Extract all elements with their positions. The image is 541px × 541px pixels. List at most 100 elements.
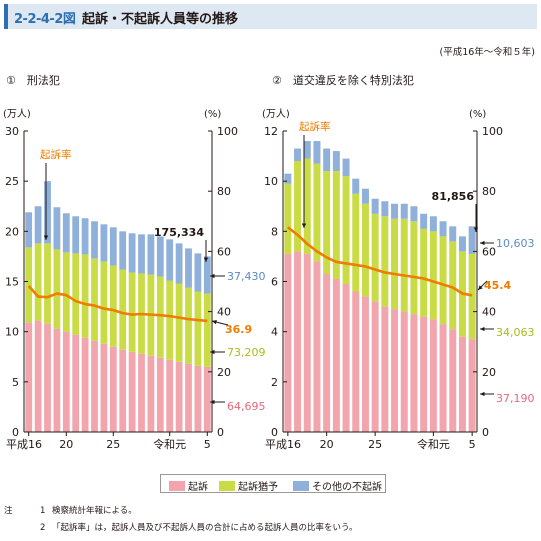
chart-1-bar-other-8 [91, 221, 98, 259]
chart-2-bar-prosecution-9 [361, 296, 369, 432]
chart-1-bar-other-14 [147, 234, 155, 275]
chart-2-bar-other-15 [420, 213, 428, 229]
chart-1-xtick-label: 5 [204, 438, 211, 451]
chart-2-bar-suspension-9 [361, 203, 369, 297]
chart-1-bar-suspension-20 [203, 293, 211, 367]
chart-2-bar-other-6 [332, 151, 340, 172]
chart-2-suspension-arrow-head [480, 326, 485, 332]
chart-2-bar-other-19 [458, 236, 466, 252]
chart-1-bar-suspension-10 [109, 265, 117, 347]
chart-2-bar-other-16 [429, 216, 437, 232]
chart-2-bar-suspension-17 [439, 236, 447, 325]
chart-1-bar-suspension-9 [100, 261, 108, 344]
chart-1-bar-other-20 [203, 256, 211, 294]
chart-2-bar-suspension-7 [342, 176, 350, 285]
chart-2-other-value-label: 10,603 [496, 237, 535, 250]
chart-2-bar-prosecution-5 [323, 273, 331, 432]
chart-1-bar-prosecution-18 [185, 363, 192, 432]
chart-2-bar-other-18 [449, 226, 457, 242]
chart-1-bar-other-6 [72, 216, 80, 254]
chart-2-xtick-label: 25 [368, 438, 382, 451]
chart-2-rate-value-arrow-head [478, 285, 483, 290]
legend-swatch-other [293, 481, 309, 491]
note-text-1: 検察統計年報による。 [52, 506, 137, 516]
chart-1-rate-value-arrow-head [212, 319, 217, 325]
chart-2-bar-suspension-13 [400, 218, 408, 312]
chart-2-bar-other-14 [410, 206, 418, 222]
chart-1-ytick-left-label: 20 [5, 225, 19, 238]
chart-1-bar-other-4 [53, 207, 61, 250]
chart-2-xtick-label: 平成16 [265, 438, 301, 451]
chart-1-ylabel-right: (%) [204, 109, 221, 120]
chart-1-bar-prosecution-17 [175, 361, 183, 432]
chart-2-prosecution-value-label: 37,190 [496, 392, 535, 405]
chart-2-bar-other-20 [468, 226, 476, 254]
chart-1-bar-other-2 [34, 206, 42, 244]
chart-1-bar-prosecution-16 [166, 359, 174, 432]
chart-1-bar-suspension-12 [128, 272, 136, 352]
chart-1-bar-suspension-1 [25, 247, 33, 323]
chart-1-bar-suspension-19 [194, 291, 202, 366]
chart-1-bar-suspension-11 [119, 269, 127, 350]
chart-1-bar-prosecution-14 [147, 355, 155, 432]
chart-2-bar-suspension-10 [371, 213, 379, 302]
chart-2-ytick-right-label: 60 [482, 245, 496, 258]
chart-2-bar-prosecution-16 [429, 319, 437, 433]
chart-2-bar-suspension-11 [381, 216, 389, 307]
chart-2-ytick-left-label: 8 [271, 225, 278, 238]
chart-2-bar-other-9 [361, 188, 369, 204]
chart-1-bar-other-1 [25, 212, 33, 248]
chart-2-total-arrow-head [473, 227, 479, 232]
chart-2-bar-suspension-8 [352, 193, 360, 292]
chart-2-total-label: 81,856 [432, 190, 475, 203]
chart-1-bar-prosecution-3 [44, 323, 51, 432]
chart-2-bar-prosecution-13 [400, 311, 408, 432]
chart-2-title: ② 道交違反を除く特別法犯 [272, 74, 414, 87]
chart-1-ytick-right-label: 40 [217, 306, 231, 319]
chart-2-bar-prosecution-1 [284, 253, 292, 432]
chart-2-ytick-right-label: 100 [482, 125, 503, 138]
chart-2-bar-suspension-6 [332, 171, 340, 279]
chart-1-ylabel-left: (万人) [3, 108, 31, 120]
chart-1-xtick-label: 20 [59, 438, 73, 451]
chart-2-bar-prosecution-11 [381, 306, 389, 432]
chart-2-ylabel-right: (%) [469, 109, 486, 120]
chart-1-ytick-right-label: 0 [217, 426, 224, 439]
chart-1-bar-other-13 [138, 234, 145, 274]
chart-1-bar-prosecution-4 [53, 328, 61, 432]
chart-1-bar-other-15 [156, 236, 164, 277]
chart-2-ytick-right-label: 40 [482, 306, 496, 319]
chart-2-bar-other-17 [439, 221, 447, 237]
chart-1-bar-other-16 [166, 239, 174, 281]
legend-item-other: その他の不起訴 [293, 478, 382, 493]
chart-2-ytick-left-label: 6 [271, 276, 278, 289]
chart-2-bar-prosecution-3 [303, 253, 311, 432]
chart-2-xtick-label: 令和元 [417, 437, 450, 451]
chart-2-bar-suspension-1 [284, 183, 292, 254]
chart-1-bar-suspension-17 [175, 283, 183, 362]
chart-2-ytick-left-label: 12 [264, 125, 278, 138]
figure-header [4, 4, 537, 29]
chart-1-bar-suspension-2 [34, 243, 42, 321]
chart-2-bar-prosecution-17 [439, 324, 447, 432]
chart-2-other-arrow-head [480, 240, 485, 246]
chart-2-bar-suspension-16 [429, 231, 437, 320]
legend-item-prosecution: 起訴 [169, 478, 208, 493]
chart-1-bar-prosecution-9 [100, 343, 108, 432]
chart-1-ytick-right-label: 20 [217, 366, 231, 379]
chart-2-bar-prosecution-18 [449, 329, 457, 432]
chart-1-ytick-right-label: 80 [217, 185, 231, 198]
chart-2-ytick-left-label: 0 [271, 426, 278, 439]
chart-2-bar-suspension-20 [468, 253, 476, 340]
header-accent-bar [4, 4, 8, 29]
chart-2-bar-other-11 [381, 201, 389, 217]
figure-title: 起訴・不起訴人員等の推移 [82, 12, 239, 27]
chart-2-bar-prosecution-12 [391, 309, 399, 432]
legend-label-other: その他の不起訴 [312, 482, 382, 493]
chart-2-rate-value-label: 45.4 [484, 279, 511, 292]
chart-2-xtick-label: 5 [469, 438, 476, 451]
note-text-2: 「起訴率」は，起訴人員及び不起訴人員の合計に占める起訴人員の比率をいう。 [52, 523, 358, 533]
chart-1-rate-line [27, 285, 208, 323]
chart-1-bar-prosecution-12 [128, 351, 136, 432]
chart-1-rate-label: 起訴率 [40, 148, 72, 161]
